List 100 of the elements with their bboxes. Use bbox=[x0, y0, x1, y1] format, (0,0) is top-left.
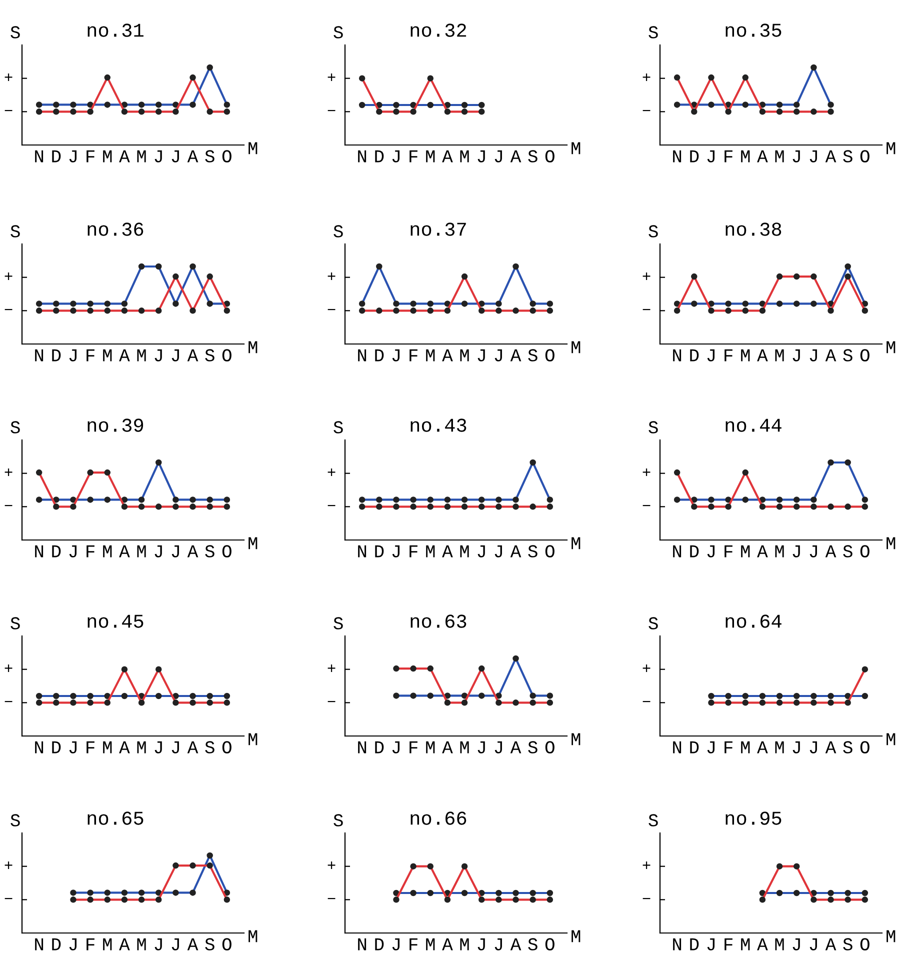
text: + bbox=[328, 73, 336, 81]
x-tick-label: A bbox=[825, 741, 836, 754]
x-tick-label: J bbox=[392, 545, 400, 558]
x-tick-label: J bbox=[172, 938, 179, 950]
x-tick-label: J bbox=[494, 150, 502, 162]
x-tick-label: J bbox=[707, 349, 715, 362]
x-tick-label: F bbox=[86, 938, 94, 950]
x-tick-label: M bbox=[741, 938, 750, 950]
x-tick-label: M bbox=[426, 349, 435, 362]
chart-title: no.36 bbox=[88, 222, 144, 236]
y-axis-title: S bbox=[10, 617, 20, 630]
x-tick-label: N bbox=[673, 545, 682, 558]
chart-title: no.43 bbox=[410, 418, 466, 432]
x-tick-label: S bbox=[843, 150, 852, 162]
y-axis-title: S bbox=[334, 26, 343, 38]
y-axis-title: S bbox=[10, 225, 20, 238]
x-tick-label: M bbox=[775, 150, 784, 162]
x-tick-label: D bbox=[52, 150, 61, 162]
x-tick-label: F bbox=[86, 150, 94, 162]
x-tick-label: N bbox=[358, 545, 366, 558]
x-tick-label: O bbox=[222, 938, 232, 950]
x-axis-title: M bbox=[886, 142, 896, 154]
x-tick-label: A bbox=[825, 150, 836, 162]
x-tick-label: J bbox=[154, 150, 162, 162]
x-tick-label: S bbox=[205, 545, 214, 558]
x-tick-label: A bbox=[510, 150, 522, 162]
y-axis-title: S bbox=[648, 617, 658, 630]
x-tick-label: S bbox=[205, 349, 214, 362]
x-tick-label: D bbox=[375, 938, 384, 950]
x-tick-label: O bbox=[860, 741, 870, 754]
x-tick-label: J bbox=[154, 349, 162, 362]
x-tick-label: M bbox=[775, 545, 784, 558]
x-tick-label: M bbox=[775, 349, 784, 362]
text: − bbox=[4, 504, 12, 506]
text: + bbox=[4, 272, 12, 280]
x-tick-label: A bbox=[757, 545, 768, 558]
text: − bbox=[642, 308, 650, 310]
x-tick-label: J bbox=[172, 349, 179, 362]
x-tick-label: N bbox=[358, 938, 366, 950]
x-tick-label: A bbox=[119, 150, 130, 162]
x-tick-label: A bbox=[510, 349, 522, 362]
chart-title: no.39 bbox=[88, 418, 144, 432]
x-tick-label: N bbox=[358, 150, 366, 162]
x-tick-label: D bbox=[375, 349, 384, 362]
text: − bbox=[328, 308, 336, 310]
text: − bbox=[4, 110, 12, 112]
x-tick-label: N bbox=[35, 741, 44, 754]
x-tick-label: J bbox=[810, 938, 817, 950]
text: − bbox=[642, 504, 650, 506]
y-axis-title: S bbox=[10, 421, 20, 434]
x-tick-label: S bbox=[528, 349, 538, 362]
x-tick-label: J bbox=[172, 741, 179, 754]
x-axis-title: M bbox=[572, 733, 580, 746]
x-tick-label: J bbox=[494, 938, 502, 950]
chart-title: no.95 bbox=[726, 812, 782, 825]
y-axis-title: S bbox=[334, 225, 343, 238]
x-tick-label: J bbox=[810, 150, 817, 162]
x-tick-label: J bbox=[392, 150, 400, 162]
x-tick-label: M bbox=[103, 741, 112, 754]
x-tick-label: O bbox=[860, 545, 870, 558]
x-tick-label: N bbox=[358, 349, 366, 362]
text: + bbox=[328, 664, 336, 672]
x-tick-label: M bbox=[137, 545, 146, 558]
text: + bbox=[328, 468, 336, 476]
x-tick-label: D bbox=[375, 150, 384, 162]
x-axis-title: M bbox=[572, 142, 580, 154]
y-axis-title: S bbox=[10, 814, 20, 826]
x-axis-title: M bbox=[886, 733, 896, 746]
x-tick-label: A bbox=[825, 349, 836, 362]
x-tick-label: S bbox=[528, 938, 538, 950]
x-tick-label: M bbox=[775, 938, 784, 950]
x-tick-label: D bbox=[375, 741, 384, 754]
x-tick-label: S bbox=[528, 741, 538, 754]
y-axis-title: S bbox=[648, 26, 658, 38]
x-tick-label: F bbox=[724, 545, 732, 558]
x-tick-label: S bbox=[843, 545, 852, 558]
x-tick-label: J bbox=[392, 938, 400, 950]
text: − bbox=[4, 898, 12, 900]
text: + bbox=[328, 272, 336, 280]
chart-title: no.63 bbox=[410, 614, 466, 628]
x-tick-label: M bbox=[103, 150, 112, 162]
x-tick-label: J bbox=[792, 938, 800, 950]
x-tick-label: F bbox=[410, 938, 418, 950]
x-tick-label: M bbox=[137, 349, 146, 362]
x-tick-label: J bbox=[154, 545, 162, 558]
x-axis-title: M bbox=[572, 537, 580, 550]
x-tick-label: J bbox=[69, 938, 77, 950]
x-tick-label: F bbox=[410, 150, 418, 162]
chart-title: no.44 bbox=[726, 418, 782, 432]
y-axis-title: S bbox=[10, 26, 20, 38]
x-tick-label: O bbox=[222, 545, 232, 558]
x-tick-label: O bbox=[545, 741, 554, 754]
x-tick-label: F bbox=[724, 150, 732, 162]
x-tick-label: O bbox=[545, 150, 554, 162]
x-tick-label: A bbox=[119, 545, 130, 558]
x-tick-label: J bbox=[478, 150, 485, 162]
x-tick-label: O bbox=[222, 741, 232, 754]
chart-title: no.66 bbox=[410, 812, 466, 825]
x-tick-label: F bbox=[86, 349, 94, 362]
y-axis-title: S bbox=[334, 814, 343, 826]
